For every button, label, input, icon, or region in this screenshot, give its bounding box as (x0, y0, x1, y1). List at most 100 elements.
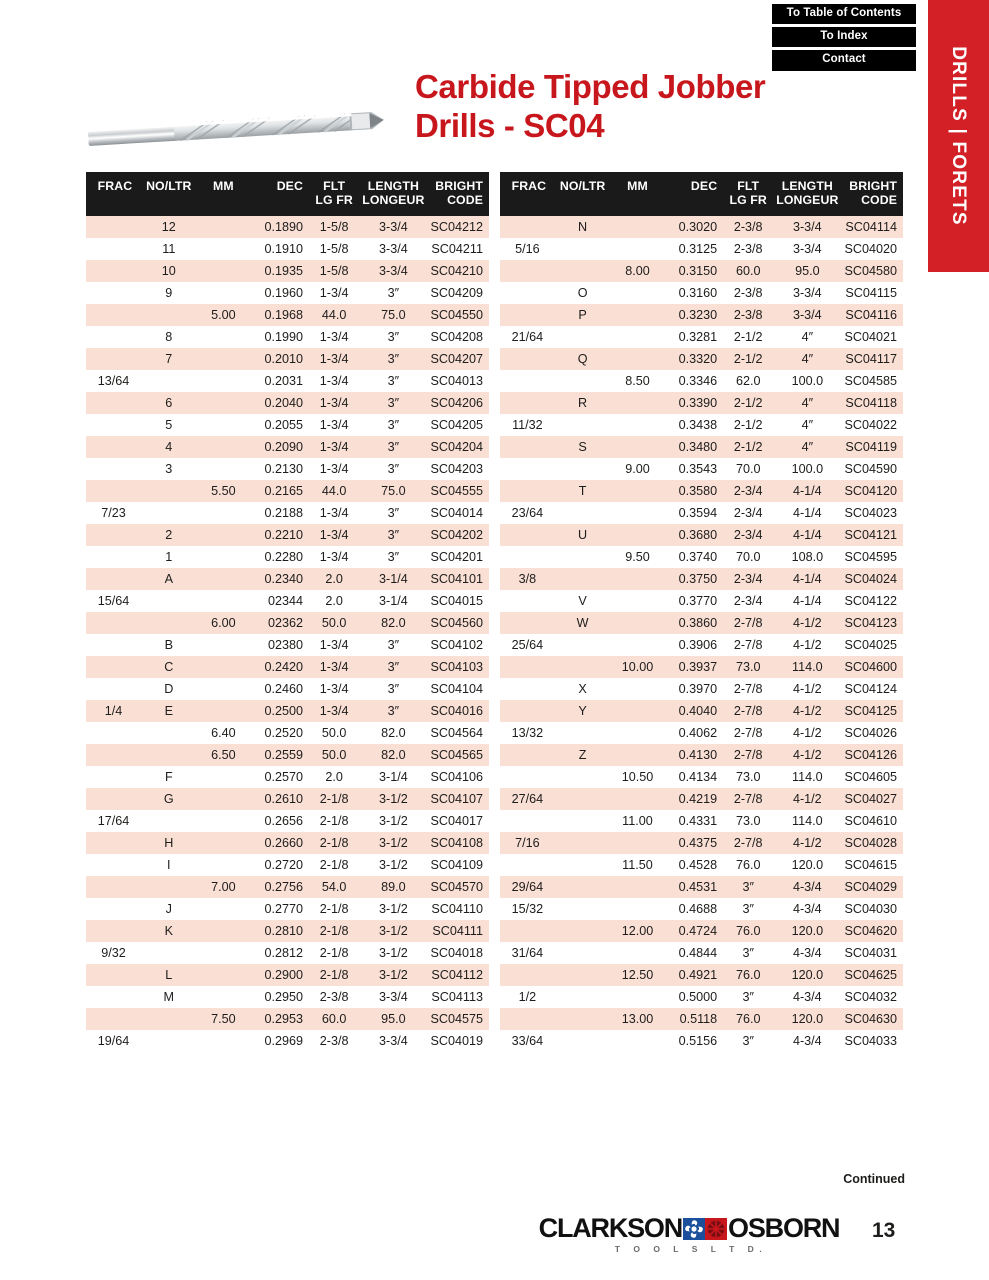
cell-noltr (140, 1007, 197, 1030)
cell-length: 3-3/4 (792, 285, 822, 300)
contact-button[interactable]: Contact (772, 50, 916, 71)
cell-code: SC04208 (430, 329, 483, 344)
to-index-button[interactable]: To Index (772, 27, 916, 48)
cell-length: 100.0 (791, 461, 824, 476)
cell-frac (86, 435, 141, 458)
table-row: 3/8 0.3750 2-3/4 4-1/4 SC04024 (500, 567, 903, 590)
cell-dec: 0.3150 (664, 259, 724, 282)
cell-dec: 02380 (267, 637, 303, 652)
table-row: 8 0.1990 1-3/4 3″ SC04208 (86, 326, 489, 348)
cell-dec: 0.2770 (264, 901, 303, 916)
cell-mm (610, 590, 664, 612)
cell-length: 114.0 (792, 769, 823, 784)
cell-dec: 0.3438 (678, 417, 718, 432)
cell-code: SC04103 (427, 655, 489, 678)
to-table-of-contents-button[interactable]: To Table of Contents (772, 4, 916, 25)
cell-code: SC04109 (430, 857, 483, 872)
page-number: 13 (872, 1219, 896, 1242)
cell-flt: 1-3/4 (319, 417, 349, 432)
cell-code: SC04027 (841, 787, 903, 810)
table-row: 5 0.2055 1-3/4 3″ SC04205 (86, 414, 489, 436)
cell-flt: 1-3/4 (308, 523, 360, 546)
cell-flt: 2-1/8 (308, 831, 360, 854)
cell-dec: 0.4531 (664, 875, 724, 898)
cell-noltr (555, 458, 611, 480)
cell-code: SC04107 (427, 787, 489, 810)
table-row: H 0.2660 2-1/8 3-1/2 SC04108 (86, 831, 489, 854)
cell-code: SC04112 (427, 963, 489, 986)
cell-mm: 8.00 (610, 259, 665, 282)
cell-flt: 62.0 (735, 373, 761, 388)
cell-length: 3-3/4 (773, 303, 842, 326)
cell-flt: 76.0 (723, 1007, 774, 1030)
cell-length: 100.0 (791, 373, 824, 388)
cell-noltr: U (554, 523, 611, 546)
cell-code: SC04560 (427, 611, 489, 634)
cell-mm (610, 831, 665, 854)
cell-flt: 70.0 (735, 549, 761, 564)
cell-noltr (555, 414, 611, 436)
cell-flt: 2-1/8 (319, 901, 349, 916)
cell-frac: 15/64 (97, 593, 130, 608)
cell-flt: 76.0 (723, 963, 774, 986)
cell-noltr (140, 479, 197, 502)
cell-noltr: L (140, 963, 197, 986)
cell-flt: 2.0 (308, 567, 360, 590)
cell-noltr: 10 (140, 259, 197, 282)
cell-length: 4-1/2 (773, 831, 842, 854)
table-row: 11.00 0.4331 73.0 114.0 SC04610 (500, 810, 903, 832)
cell-code: SC04206 (427, 391, 489, 414)
cell-mm (196, 391, 251, 414)
cell-mm (610, 215, 665, 238)
cell-frac (86, 282, 141, 304)
cell-length: 3″ (387, 417, 400, 432)
col-header-dec: DEC (664, 172, 724, 216)
table-row: 6 0.2040 1-3/4 3″ SC04206 (86, 391, 489, 414)
cell-dec: 0.2040 (250, 391, 309, 414)
cell-code: SC04120 (841, 479, 903, 502)
cell-code: SC04108 (427, 831, 489, 854)
cell-noltr: H (140, 831, 197, 854)
cell-dec: 0.4134 (678, 769, 718, 784)
cell-dec: 0.4688 (678, 901, 718, 916)
cell-code: SC04590 (844, 461, 897, 476)
cell-code: SC04019 (430, 1033, 483, 1048)
cell-dec: 0.2130 (264, 461, 303, 476)
cell-flt: 3″ (723, 875, 774, 898)
table-row: 13.00 0.5118 76.0 120.0 SC04630 (500, 1007, 903, 1030)
col-header-mm: MM (196, 172, 251, 216)
cell-length: 120.0 (773, 919, 842, 942)
col-header-code: BRIGHT CODE (841, 172, 903, 216)
cell-flt: 2-1/8 (308, 919, 360, 942)
cell-mm: 6.50 (196, 743, 251, 766)
cell-mm (197, 634, 250, 656)
cell-frac (500, 655, 555, 678)
cell-dec: 0.2520 (264, 725, 303, 740)
cell-flt: 2-3/8 (319, 989, 349, 1004)
cell-noltr: I (167, 857, 171, 872)
cell-frac (86, 1007, 141, 1030)
cell-length: 4-1/2 (773, 611, 842, 634)
cell-dec: 0.4331 (678, 813, 718, 828)
cell-length: 3-1/2 (359, 831, 428, 854)
cell-flt: 1-3/4 (308, 655, 360, 678)
cell-noltr: N (554, 215, 611, 238)
cell-length: 3-1/4 (359, 567, 428, 590)
table-row: 29/64 0.4531 3″ 4-3/4 SC04029 (500, 875, 903, 898)
cell-flt: 2-3/4 (733, 593, 763, 608)
table-row: 10.50 0.4134 73.0 114.0 SC04605 (500, 766, 903, 788)
table-row: D 0.2460 1-3/4 3″ SC04104 (86, 678, 489, 700)
cell-noltr: V (578, 593, 587, 608)
cell-length: 4-1/4 (792, 505, 822, 520)
cell-flt: 1-3/4 (319, 681, 349, 696)
cell-code: SC04210 (427, 259, 489, 282)
cell-noltr (555, 326, 611, 348)
cell-frac (86, 347, 141, 370)
cell-length: 3″ (359, 523, 428, 546)
cell-frac: 17/64 (97, 813, 130, 828)
cell-dec: 0.2210 (250, 523, 309, 546)
cell-code: SC04025 (844, 637, 897, 652)
spec-table-right: FRAC NO/LTR MM DEC FLT LG FR LENGTH LONG… (500, 172, 903, 1052)
cell-frac (86, 479, 141, 502)
cell-noltr (140, 875, 197, 898)
